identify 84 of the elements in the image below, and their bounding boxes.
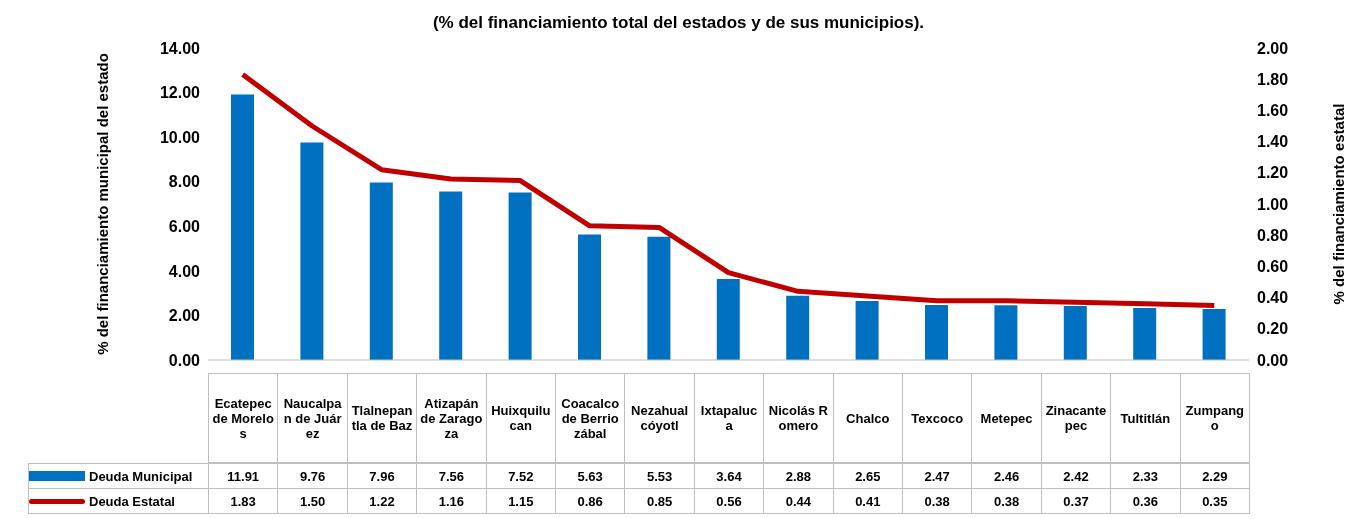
- y2-tick-label: 1.60: [1257, 102, 1289, 120]
- data-label: 0.85: [624, 488, 695, 514]
- y-tick-label: 6.00: [168, 217, 201, 235]
- y2-tick-label: 0.60: [1257, 258, 1289, 276]
- x-tick-label: Huixquilucan: [485, 373, 556, 463]
- x-tick-label: Nicolás Romero: [763, 373, 834, 463]
- y2-tick-label: 0.80: [1257, 226, 1289, 244]
- bar: [647, 236, 671, 360]
- y-tick-label: 12.00: [159, 84, 201, 102]
- data-label: 2.46: [971, 463, 1042, 489]
- bar: [439, 191, 463, 360]
- y2-tick-label: 1.40: [1257, 133, 1289, 151]
- bar: [716, 278, 740, 360]
- data-label: 0.56: [693, 488, 765, 514]
- data-label: 11.91: [208, 463, 279, 489]
- x-tick-label: Zinacantepec: [1040, 373, 1112, 463]
- data-label: 1.50: [277, 488, 348, 514]
- data-label: 0.38: [971, 488, 1042, 514]
- x-tick-label: Ecatepec de Morelos: [208, 373, 279, 463]
- y-tick-label: 8.00: [168, 173, 201, 191]
- bar: [300, 142, 324, 360]
- data-label: 2.65: [832, 463, 903, 489]
- y2-tick-label: 0.40: [1257, 289, 1289, 307]
- bar: [786, 295, 810, 360]
- data-label: 1.15: [485, 488, 556, 514]
- bar: [508, 192, 532, 360]
- data-label: 2.47: [902, 463, 973, 489]
- x-tick-label: Zumpango: [1179, 373, 1250, 463]
- y2-tick-label: 0.00: [1257, 351, 1289, 369]
- bar: [1133, 308, 1157, 360]
- x-tick-label: Ixtapaluca: [693, 373, 765, 463]
- data-label: 2.88: [763, 463, 834, 489]
- data-label: 3.64: [693, 463, 765, 489]
- x-tick-label: Coacalco de Berriozábal: [555, 373, 626, 463]
- x-tick-label: Naucalpan de Juárez: [277, 373, 348, 463]
- data-label: 2.29: [1179, 463, 1250, 489]
- bar: [231, 94, 254, 360]
- bar: [1202, 308, 1226, 360]
- x-tick-label: Texcoco: [902, 373, 973, 463]
- y2-tick-label: 1.00: [1257, 195, 1289, 213]
- x-tick-label: Tlalnepantla de Baz: [346, 373, 418, 463]
- y2-axis-title: % del financiamiento estatal: [1330, 103, 1348, 305]
- data-label: 0.35: [1179, 488, 1250, 514]
- y-tick-label: 10.00: [159, 128, 201, 146]
- bar: [925, 304, 948, 360]
- chart-title: (% del financiamiento total del estados y de sus municipios).: [431, 12, 926, 34]
- data-label: 5.53: [624, 463, 695, 489]
- y-tick-label: 0.00: [168, 351, 201, 369]
- bar: [578, 234, 601, 360]
- x-tick-label: Chalco: [832, 373, 903, 463]
- data-label: 2.33: [1110, 463, 1181, 489]
- data-label: 0.36: [1110, 488, 1181, 514]
- legend-label: Deuda Estatal: [28, 488, 209, 514]
- data-label: 0.38: [902, 488, 973, 514]
- y2-tick-label: 1.20: [1257, 164, 1289, 182]
- y-tick-label: 4.00: [168, 262, 201, 280]
- bar: [369, 182, 393, 360]
- data-label: 7.96: [346, 463, 418, 489]
- data-label: 5.63: [555, 463, 626, 489]
- legend-label: Deuda Municipal: [28, 463, 209, 489]
- data-label: 0.86: [555, 488, 626, 514]
- y-tick-label: 2.00: [168, 307, 201, 325]
- data-label: 7.56: [416, 463, 487, 489]
- bar: [1063, 306, 1087, 360]
- data-label: 9.76: [277, 463, 348, 489]
- data-label: 1.16: [416, 488, 487, 514]
- x-tick-label: Nezahualcóyotl: [624, 373, 695, 463]
- data-label: 7.52: [485, 463, 556, 489]
- bar: [994, 305, 1018, 360]
- y2-tick-label: 0.20: [1257, 320, 1289, 338]
- bar: [855, 300, 879, 360]
- y-tick-label: 14.00: [159, 39, 201, 57]
- x-tick-label: Tultitlán: [1110, 373, 1181, 463]
- y-axis-title: % del financiamiento municipal del estado: [94, 53, 112, 355]
- data-label: 2.42: [1040, 463, 1112, 489]
- x-tick-label: Atizapán de Zaragoza: [416, 373, 487, 463]
- y2-tick-label: 2.00: [1257, 39, 1289, 57]
- data-label: 1.22: [346, 488, 418, 514]
- x-tick-label: Metepec: [971, 373, 1042, 463]
- data-label: 1.83: [208, 488, 279, 514]
- data-label: 0.37: [1040, 488, 1112, 514]
- y2-tick-label: 1.80: [1257, 70, 1289, 88]
- data-label: 0.41: [832, 488, 903, 514]
- data-label: 0.44: [763, 488, 834, 514]
